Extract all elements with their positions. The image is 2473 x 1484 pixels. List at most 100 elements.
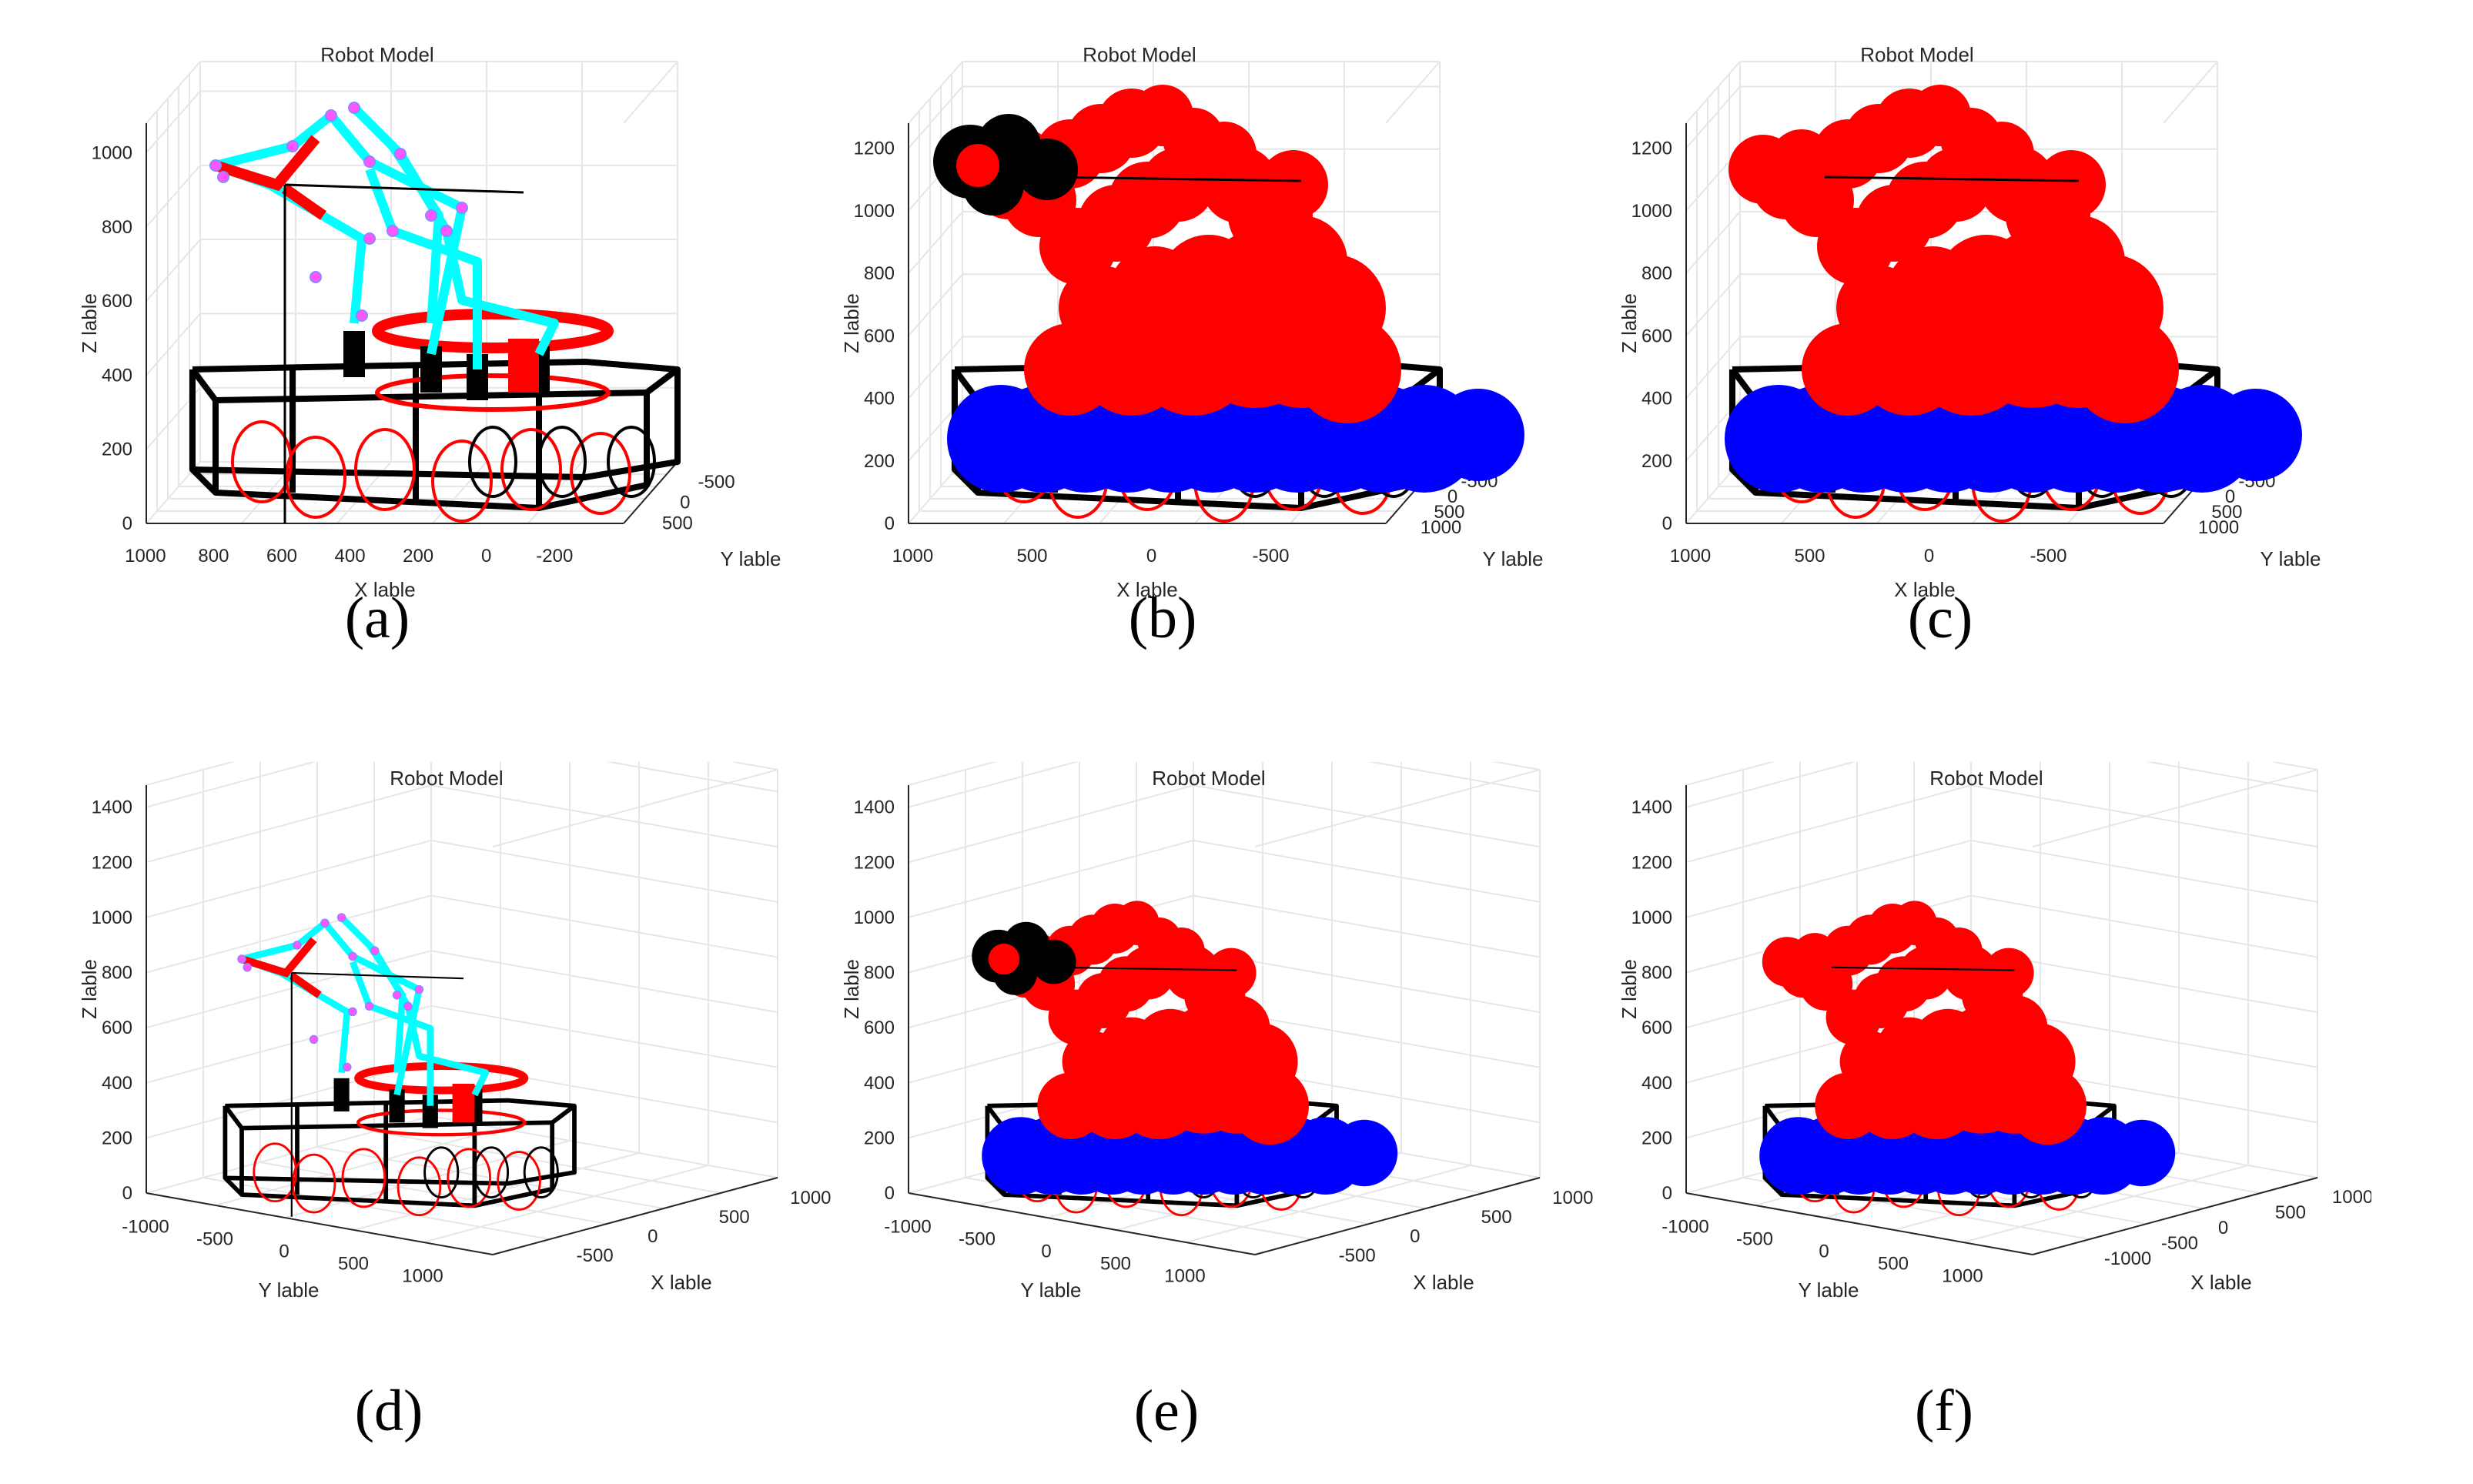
chassis-lower	[239, 1120, 555, 1208]
grid-edge	[623, 61, 678, 124]
grid-edge	[1385, 61, 1441, 124]
x-tick-label: 500	[1794, 546, 1825, 567]
wheel	[431, 440, 493, 523]
panel-caption: (d)	[354, 1379, 423, 1443]
body-sphere	[988, 943, 1020, 975]
joint-marker	[286, 140, 299, 152]
gripper-jaw	[213, 135, 320, 192]
x-axis-label: X lable	[1894, 578, 1956, 600]
x-tick-label: 1000	[125, 546, 166, 567]
grid-line	[1685, 273, 1741, 336]
y-tick-label: 0	[1819, 1242, 1829, 1262]
grid-edge	[492, 769, 778, 847]
grid-line	[908, 839, 1194, 918]
x-axis	[1685, 1192, 2033, 1255]
body-sphere	[1192, 122, 1257, 186]
z-tick-label: 400	[1641, 389, 1672, 409]
grid-line	[146, 839, 432, 918]
turntable-base	[375, 373, 611, 412]
x-axis-label: X lable	[1413, 1271, 1474, 1294]
y-axis-label: Y lable	[720, 547, 781, 570]
x-axis-label: X lable	[651, 1271, 712, 1294]
grid-line	[146, 239, 201, 302]
wheels	[231, 420, 631, 523]
chassis-edge	[223, 1105, 244, 1130]
y-tick-label: 0	[279, 1242, 289, 1262]
chassis-edge	[1763, 1176, 1784, 1197]
joint-marker	[309, 1034, 319, 1044]
wheel	[607, 426, 656, 498]
body-sphere	[1278, 254, 1386, 362]
z-tick-label: 200	[864, 451, 895, 472]
y-axis-label: Y lable	[2260, 547, 2321, 570]
joint-marker	[394, 148, 407, 160]
plot-3d-f: 0 200 400 600 800 1000 1200 1400 Z lable -1000 -50…	[1618, 762, 2371, 1302]
z-tick-label: 800	[102, 217, 132, 238]
wheel	[253, 1142, 297, 1203]
joint-marker	[403, 1001, 413, 1011]
grid-line	[430, 1115, 778, 1178]
chassis-edge	[189, 367, 219, 403]
x-axis	[908, 1192, 1256, 1255]
y-tick-label: -500	[698, 472, 735, 493]
gripper-jaw	[281, 184, 327, 220]
rear-wheels	[468, 426, 656, 498]
grid-line	[1685, 784, 1972, 864]
z-tick-label: 200	[864, 1128, 895, 1148]
plot-title: Robot Model	[390, 767, 503, 790]
panel-b: 0 200 400 600 800 1000 1200 Z lable 1000 500 0 -500…	[824, 31, 1594, 600]
gripper	[240, 937, 322, 998]
x-tick-label: 600	[266, 546, 297, 567]
grid-line	[908, 85, 963, 149]
z-tick-label: 800	[864, 263, 895, 284]
grid-line	[1193, 894, 1541, 958]
z-axis-label: Z lable	[840, 293, 863, 353]
z-tick-label: 400	[102, 1073, 132, 1094]
x-tick-label: -1000	[2104, 1248, 2151, 1269]
z-tick-label: 800	[102, 963, 132, 984]
z-tick-label: 1000	[1631, 907, 1672, 928]
y-tick-label: -1000	[122, 1217, 169, 1238]
y-tick-label: 0	[2225, 486, 2235, 507]
grid-line	[146, 313, 201, 376]
actuator-block	[333, 1078, 350, 1111]
x-tick-label: -200	[536, 546, 573, 567]
z-tick-label: 0	[122, 1183, 132, 1204]
body-sphere	[1969, 122, 2034, 186]
plot-3d-e: 0 200 400 600 800 1000 1200 1400 Z lable -1000 -50…	[840, 762, 1594, 1302]
x-tick-label: 0	[648, 1226, 658, 1247]
z-tick-label: 200	[1641, 451, 1672, 472]
x-tick-label: 0	[2218, 1218, 2228, 1238]
wheel	[354, 428, 416, 511]
joint-marker	[217, 171, 229, 183]
y-tick-label: -500	[959, 1229, 996, 1250]
grid-line	[1685, 336, 1741, 399]
base-spheres	[1725, 385, 2302, 493]
x-tick-label: 0	[1410, 1226, 1420, 1247]
plot-title: Robot Model	[320, 43, 433, 66]
y-tick-label: -1000	[884, 1217, 931, 1238]
z-tick-label: 600	[1641, 1018, 1672, 1038]
gripper	[213, 135, 327, 220]
x-tick-label: -500	[577, 1245, 614, 1266]
panel-a: 0 200 400 600 800 1000 Z lable 1000 800 600 400 200…	[62, 31, 832, 600]
x-tick-label: 1000	[2332, 1187, 2371, 1208]
z-tick-label: 1000	[92, 907, 132, 928]
z-tick-label: 1400	[854, 797, 895, 818]
z-tick-label: 400	[864, 1073, 895, 1094]
grid-line	[430, 839, 778, 903]
y-tick-label: 500	[1100, 1254, 1131, 1275]
grid-edge	[146, 61, 201, 124]
body-sphere	[1206, 948, 1257, 998]
z-axis-label: Z lable	[78, 293, 101, 353]
z-tick-label: 1400	[92, 797, 132, 818]
y-tick-label: 500	[1878, 1254, 1909, 1275]
grid-line	[1970, 839, 2318, 903]
wheel	[537, 426, 587, 498]
wheels	[253, 1142, 541, 1217]
z-tick-label: 600	[102, 1018, 132, 1038]
grid-line	[1970, 784, 2318, 848]
x-tick-label: 500	[719, 1207, 750, 1228]
wheel	[447, 1148, 491, 1208]
